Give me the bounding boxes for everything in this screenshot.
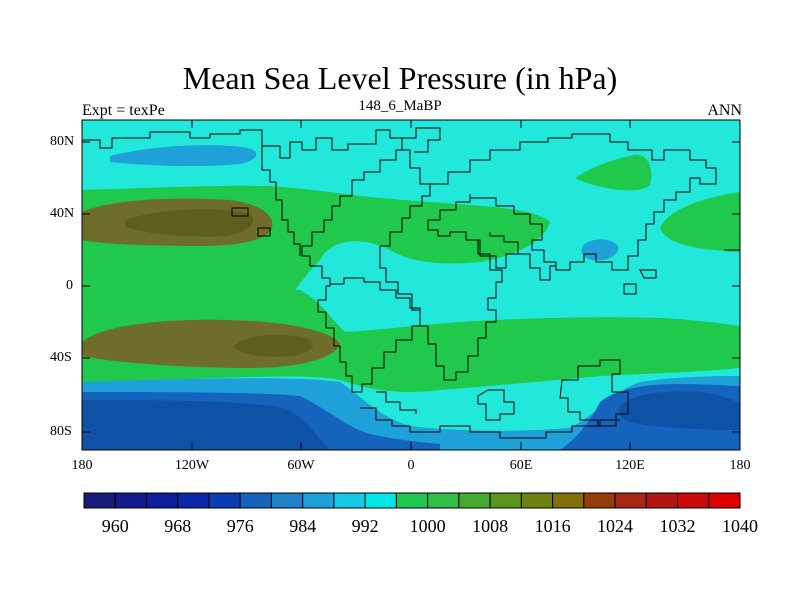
colorbar-box [489,492,522,509]
colorbar-box [458,492,491,509]
colorbar-box [552,492,585,509]
arabia-coastline [466,232,519,269]
south-atlantic-high-core [234,334,313,357]
north-america-coastline [81,128,403,286]
asia-low-pressure [581,239,619,261]
india-coastline [518,253,556,281]
x-tick-label-120e: 120E [615,458,645,473]
colorbar [83,492,741,509]
axis-ticks [82,120,740,450]
colorbar-box [583,492,616,509]
pacific-east-high-pressure [660,192,740,252]
colorbar-box [333,492,366,509]
north-atlantic-high-core [125,209,253,237]
coastlines [81,127,740,439]
y-tick-label-80n: 80N [50,134,75,149]
x-tick-label-60w: 60W [287,458,315,473]
colorbar-box [145,492,179,509]
colorbar-label: 960 [101,516,129,536]
asia-coastline [430,133,717,271]
colorbar-box [677,492,710,509]
colorbar-label: 1016 [534,516,571,536]
colorbar-label: 1008 [472,516,509,536]
europe-africa-coastline [379,149,503,381]
greenland-coastline [402,127,441,153]
colorbar-box [395,492,429,509]
colorbar-box [83,492,116,509]
period-label: 148_6_MaBP [358,98,442,114]
chart-title: Mean Sea Level Pressure (in hPa) [182,60,618,96]
colorbar-label: 976 [226,516,254,536]
australia-coastline [559,359,629,427]
asia-high-pressure [575,154,652,191]
south-america-coastline [317,277,421,393]
experiment-label: Expt = texPe [82,102,165,119]
colorbar-label: 1000 [409,516,446,536]
colorbar-box [614,492,647,509]
x-tick-label-0: 0 [407,458,415,473]
colorbar-box [302,492,335,509]
y-tick-label-80s: 80S [50,424,72,439]
x-tick-label-120w: 120W [174,458,210,473]
y-tick-label-40s: 40S [50,350,72,365]
colorbar-box [708,492,741,509]
north-america-west-coast [261,146,301,256]
southern-ocean-low-core [618,391,740,430]
colorbar-box [239,492,272,509]
y-tick-label-0: 0 [66,278,73,293]
colorbar-box [114,492,147,509]
antarctica-peninsula-coastline [376,391,417,414]
x-tick-label-180-left: 180 [71,458,93,473]
colorbar-box [520,492,554,509]
north-pacific-islands-coastline [231,207,271,237]
season-label: ANN [707,102,742,119]
colorbar-label: 1040 [722,516,758,536]
colorbar-box [645,492,679,509]
north-pacific-low [110,145,257,167]
colorbar-box [270,492,304,509]
southern-ocean-low-core-west [82,400,330,450]
x-tick-label-180-right: 180 [729,458,751,473]
colorbar-label: 1032 [659,516,696,536]
y-tick-label-40n: 40N [50,206,75,221]
colorbar-box [208,492,241,509]
colorbar-label: 968 [164,516,192,536]
colorbar-box [364,492,397,509]
colorbar-box [427,492,460,509]
antarctica-coastline [360,407,620,439]
east-asia-islands-coastline [623,249,740,295]
indian-ocean-islands-coastline [477,389,515,421]
colorbar-box [177,492,210,509]
x-tick-label-60e: 60E [509,458,533,473]
colorbar-label: 1024 [597,516,633,536]
pressure-field [82,120,740,450]
colorbar-label: 992 [351,516,379,536]
colorbar-label: 984 [289,516,317,536]
